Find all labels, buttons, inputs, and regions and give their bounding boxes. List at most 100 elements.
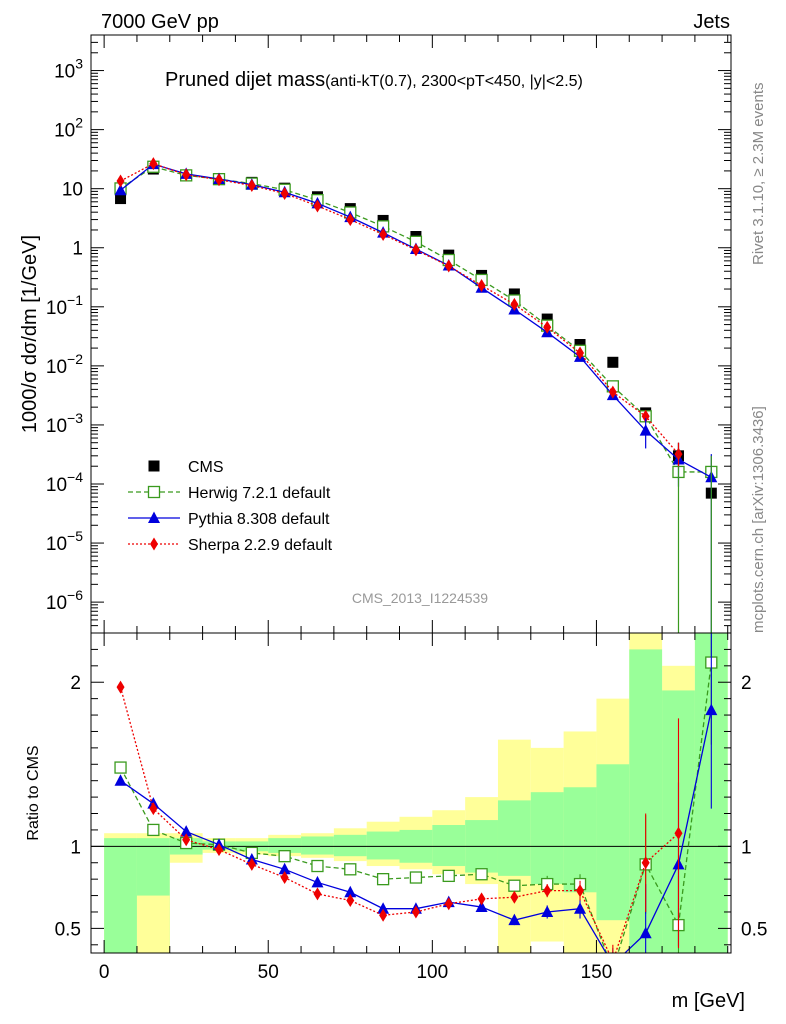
legend-marker: [150, 537, 158, 551]
ratio-data-point: [475, 900, 488, 913]
header-right: Jets: [693, 11, 730, 33]
ratio-data-point: [379, 908, 388, 922]
ratio-data-point: [409, 871, 423, 884]
ratio-band-gap: [530, 941, 564, 953]
ratio-ytick-label: 0.5: [55, 919, 81, 940]
ratio-band-inner: [268, 838, 302, 853]
main-series-3: [116, 157, 683, 461]
main-data-point: [149, 157, 158, 171]
ratio-data-point: [541, 905, 554, 917]
legend-label: Sherpa 2.2.9 default: [188, 537, 333, 554]
main-ytick-label: 10−6: [46, 587, 83, 614]
main-ytick-label: 103: [54, 56, 83, 83]
ratio-data-point: [147, 823, 160, 837]
main-data-point: [608, 385, 617, 399]
main-data-point: [510, 297, 519, 311]
main-series-line: [120, 163, 712, 478]
ratio-data-point: [543, 884, 552, 898]
ratio-band-inner: [366, 831, 400, 860]
ratio-data-point: [149, 802, 158, 816]
ratio-data-point: [674, 826, 683, 840]
ratio-ytick-label: 2: [70, 673, 81, 694]
ratio-data-point: [114, 774, 127, 786]
ratio-band-inner: [596, 764, 630, 921]
main-error-bars: [645, 418, 712, 633]
main-data-point: [247, 179, 256, 193]
main-data-point: [607, 356, 619, 368]
ratio-data-point: [510, 890, 519, 904]
mcplots-label: mcplots.cern.ch [arXiv:1306.3436]: [750, 406, 767, 633]
main-ytick-label: 10−4: [46, 469, 83, 496]
ratio-data-point: [180, 825, 193, 837]
main-ytick-label: 10−1: [46, 292, 83, 319]
ratio-data-point: [641, 856, 650, 870]
header-left: 7000 GeV pp: [101, 11, 219, 33]
ratio-ytick-label-right: 0.5: [741, 919, 767, 940]
main-data-point: [543, 320, 552, 334]
ratio-ytick-label: 1: [70, 837, 81, 858]
ratio-data-point: [313, 887, 322, 901]
ratio-data-point: [508, 879, 521, 892]
ratio-data-point: [344, 885, 357, 898]
main-data-point: [215, 173, 223, 187]
legend-label: Pythia 8.308 default: [188, 511, 330, 528]
main-data-point: [115, 193, 127, 205]
main-ytick-label: 10: [62, 180, 83, 201]
ratio-ytick-label-right: 2: [741, 673, 752, 694]
ratio-ytick-label-right: 1: [741, 837, 752, 858]
ratio-xtick-label: 150: [581, 962, 613, 983]
main-ytick-label: 10−5: [46, 528, 83, 555]
ratio-xtick-label: 100: [416, 962, 448, 983]
ratio-data-point: [576, 884, 585, 898]
ratio-data-point: [215, 843, 223, 857]
ratio-series-2: [116, 680, 683, 953]
main-data-point: [411, 243, 420, 257]
ratio-band-inner: [104, 838, 137, 953]
ratio-xlabel: m [GeV]: [672, 990, 745, 1012]
ratio-data-point: [280, 871, 289, 885]
main-frame: [90, 34, 732, 634]
ratio-band-inner: [497, 800, 531, 876]
ratio-data-point: [311, 875, 324, 888]
main-ytick-label: 102: [54, 115, 83, 142]
legend-marker: [148, 460, 160, 472]
ratio-band-inner: [333, 834, 367, 857]
main-series-2: [114, 157, 718, 483]
ratio-data-point: [705, 703, 718, 716]
legend-item-1: Herwig 7.2.1 default: [128, 485, 331, 502]
ratio-band-inner: [530, 792, 564, 885]
main-data-point: [280, 186, 289, 200]
watermark: CMS_2013_I1224539: [352, 590, 488, 606]
ratio-data-point: [639, 926, 652, 939]
ratio-data-point: [475, 868, 488, 881]
ratio-data-point: [114, 761, 127, 774]
legend-marker: [147, 485, 161, 499]
main-ylabel: 1000/σ dσ/dm [1/GeV]: [19, 235, 41, 433]
ratio-ylabel: Ratio to CMS: [25, 745, 42, 840]
ratio-data-point: [477, 892, 486, 906]
ratio-data-point: [376, 873, 390, 886]
ratio-band-inner: [432, 825, 466, 867]
ratio-data-point: [278, 862, 291, 875]
main-data-point: [641, 409, 650, 423]
legend-item-0: CMS: [148, 459, 224, 476]
main-title: Pruned dijet mass(anti-kT(0.7), 2300<pT<…: [165, 69, 583, 91]
ratio-data-point: [182, 833, 191, 847]
ratio-data-point: [444, 897, 453, 911]
main-data-point: [444, 259, 453, 273]
ratio-data-point: [346, 893, 355, 907]
main-data-point: [574, 339, 586, 351]
main-data-point: [477, 278, 486, 292]
ratio-data-point: [377, 902, 390, 914]
legend-label: CMS: [188, 459, 224, 476]
main-data-point: [313, 199, 322, 213]
main-data-point: [346, 213, 355, 227]
main-series-1: [114, 160, 718, 479]
rivet-label: Rivet 3.1.10, ≥ 2.3M events: [750, 83, 767, 266]
main-data-point: [576, 346, 585, 360]
legend-marker: [148, 511, 160, 523]
main-data-point: [114, 183, 127, 196]
ratio-xtick-label: 50: [258, 962, 279, 983]
